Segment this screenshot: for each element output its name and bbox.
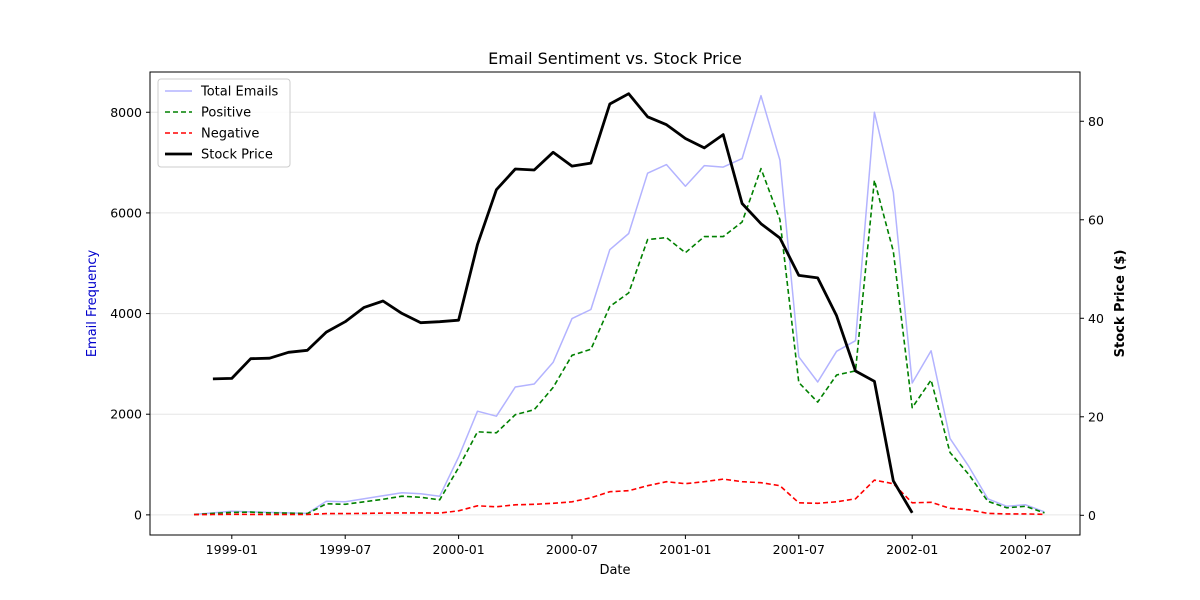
series-line-total-emails <box>193 94 1045 516</box>
left-y-axis: 0 2000 4000 6000 8000 <box>110 105 150 522</box>
x-tick-label: 1999-07 <box>319 542 371 557</box>
x-axis: 1999-01 1999-07 2000-01 2000-07 2001-01 2001-… <box>206 535 1052 557</box>
x-tick-label: 1999-01 <box>206 542 258 557</box>
legend: Total Emails Positive Negative Stock Price <box>157 78 291 168</box>
left-y-tick-label: 8000 <box>110 105 142 120</box>
right-y-tick-label: 80 <box>1088 114 1104 129</box>
series-line-negative <box>193 478 1045 516</box>
series-line-stock-price <box>212 92 914 514</box>
series-lines <box>193 92 1045 516</box>
right-y-tick-label: 60 <box>1088 212 1104 227</box>
left-y-tick-label: 4000 <box>110 306 142 321</box>
series-line-positive <box>193 167 1045 516</box>
legend-box <box>157 78 291 168</box>
x-axis-label: Date <box>599 563 630 578</box>
legend-label: Total Emails <box>200 85 279 100</box>
gridlines <box>150 111 1080 516</box>
left-y-tick-label: 2000 <box>110 407 142 422</box>
right-y-axis: 0 20 40 60 80 <box>1080 114 1104 523</box>
right-y-axis-label: Stock Price ($) <box>1113 250 1128 358</box>
right-y-tick-label: 40 <box>1088 311 1104 326</box>
x-tick-label: 2000-01 <box>432 542 484 557</box>
x-tick-label: 2002-01 <box>886 542 938 557</box>
legend-label: Negative <box>201 127 259 142</box>
right-y-tick-label: 20 <box>1088 409 1104 424</box>
x-tick-label: 2000-07 <box>546 542 598 557</box>
right-y-tick-label: 0 <box>1088 508 1096 523</box>
chart-title: Email Sentiment vs. Stock Price <box>488 49 742 68</box>
left-y-axis-label: Email Frequency <box>85 250 100 358</box>
plot-area-frame <box>149 71 1081 536</box>
x-tick-label: 2001-07 <box>773 542 825 557</box>
x-tick-label: 2001-01 <box>659 542 711 557</box>
left-y-tick-label: 6000 <box>110 205 142 220</box>
legend-label: Stock Price <box>201 148 273 163</box>
x-tick-label: 2002-07 <box>999 542 1051 557</box>
left-y-tick-label: 0 <box>134 507 142 522</box>
legend-label: Positive <box>201 106 251 121</box>
